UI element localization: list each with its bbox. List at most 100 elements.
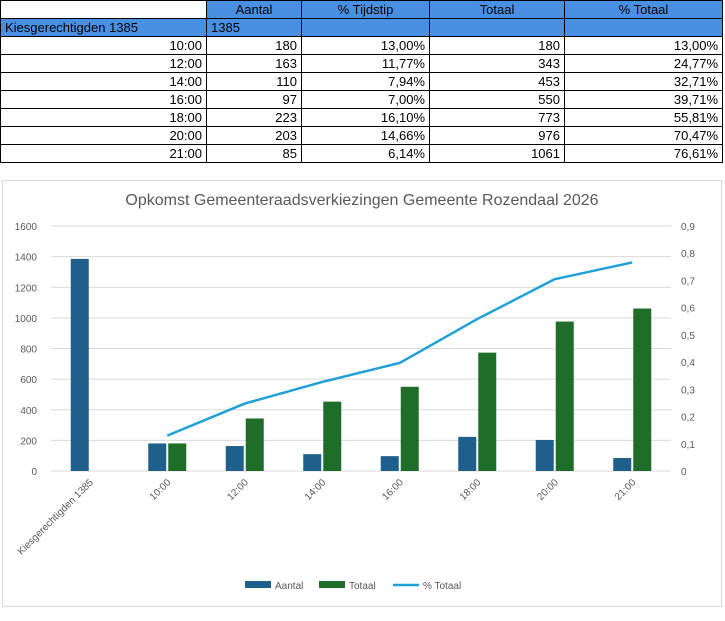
x-tick-label: Kiesgerechtigden 1385 [16,477,96,557]
table-row: 12:00 163 11,77% 343 24,77% [0,54,723,73]
aantal-cell: 223 [206,108,302,127]
header-aantal: Aantal [206,0,302,19]
kiesgerechtigden-value: 1385 [206,18,302,37]
bar-totaal [245,418,264,471]
pct-totaal-cell: 39,71% [564,90,723,109]
header-pct-totaal: % Totaal [564,0,723,19]
y-tick-label: 400 [20,406,37,417]
header-row: Aantal % Tijdstip Totaal % Totaal [0,0,723,19]
aantal-cell: 163 [206,54,302,73]
totaal-cell: 773 [429,108,565,127]
aantal-cell: 203 [206,126,302,145]
pct-totaal-cell: 76,61% [564,144,723,163]
legend-swatch [245,581,271,588]
table-row: 21:00 85 6,14% 1061 76,61% [0,144,723,163]
aantal-cell: 110 [206,72,302,91]
table-row: 16:00 97 7,00% 550 39,71% [0,90,723,109]
header-pct-tijdstip: % Tijdstip [301,0,430,19]
x-tick-label: 12:00 [225,477,251,503]
y-tick-label: 1000 [15,314,38,325]
pct-tijdstip-cell: 11,77% [301,54,430,73]
legend-label: % Totaal [423,581,461,592]
legend-label: Totaal [349,581,376,592]
x-tick-label: 21:00 [613,477,639,503]
time-cell: 10:00 [0,36,207,55]
time-cell: 20:00 [0,126,207,145]
bar-totaal [400,386,419,471]
pct-totaal-cell: 13,00% [564,36,723,55]
pct-tijdstip-cell: 7,94% [301,72,430,91]
totaal-cell: 550 [429,90,565,109]
time-cell: 12:00 [0,54,207,73]
y-tick-label: 1400 [15,253,38,264]
aantal-cell: 85 [206,144,302,163]
bar-aantal [70,258,89,471]
table-row: 18:00 223 16,10% 773 55,81% [0,108,723,127]
pct-tijdstip-cell: 16,10% [301,108,430,127]
y-tick-label: 600 [20,375,37,386]
totaal-cell: 343 [429,54,565,73]
y2-tick-label: 0,4 [681,358,695,369]
x-tick-label: 20:00 [535,477,561,503]
kies-empty-cell [429,18,565,37]
bar-aantal [380,456,399,471]
y2-tick-label: 0 [681,467,687,478]
y2-tick-label: 0,3 [681,385,695,396]
bar-totaal [555,321,574,471]
y-tick-label: 1600 [15,222,38,233]
aantal-cell: 180 [206,36,302,55]
turnout-table: Aantal % Tijdstip Totaal % Totaal Kiesge… [0,0,723,163]
bar-aantal [148,443,167,471]
bar-totaal [478,352,497,471]
totaal-cell: 180 [429,36,565,55]
turnout-chart: Opkomst Gemeenteraadsverkiezingen Gemeen… [15,192,696,592]
x-tick-label: 18:00 [458,477,484,503]
totaal-cell: 976 [429,126,565,145]
totaal-cell: 1061 [429,144,565,163]
table-row: 20:00 203 14,66% 976 70,47% [0,126,723,145]
pct-totaal-cell: 70,47% [564,126,723,145]
table-row: 14:00 110 7,94% 453 32,71% [0,72,723,91]
header-blank-cell [0,0,207,19]
time-cell: 16:00 [0,90,207,109]
y2-tick-label: 0,7 [681,276,695,287]
time-cell: 14:00 [0,72,207,91]
y2-tick-label: 0,6 [681,304,695,315]
kies-empty-cell [564,18,723,37]
x-tick-label: 14:00 [303,477,329,503]
header-totaal: Totaal [429,0,565,19]
bar-totaal [168,443,187,471]
y2-tick-label: 0,2 [681,413,695,424]
x-tick-label: 10:00 [148,477,174,503]
bar-aantal [225,446,244,471]
kiesgerechtigden-row: Kiesgerechtigden 1385 1385 [0,18,723,37]
y-tick-label: 0 [31,467,37,478]
bar-aantal [303,454,322,471]
table-row: 10:00 180 13,00% 180 13,00% [0,36,723,55]
y2-tick-label: 0,5 [681,331,695,342]
y-tick-label: 1200 [15,283,38,294]
bar-aantal [458,436,477,471]
line-pct-totaal [166,261,633,437]
bar-totaal [633,308,652,471]
pct-tijdstip-cell: 6,14% [301,144,430,163]
y2-tick-label: 0,9 [681,222,695,233]
y2-tick-label: 0,8 [681,249,695,260]
chart-title: Opkomst Gemeenteraadsverkiezingen Gemeen… [125,192,598,209]
chart-frame: Opkomst Gemeenteraadsverkiezingen Gemeen… [2,180,722,607]
x-tick-label: 16:00 [380,477,406,503]
pct-tijdstip-cell: 7,00% [301,90,430,109]
bar-aantal [613,457,632,471]
legend-label: Aantal [275,581,303,592]
pct-totaal-cell: 55,81% [564,108,723,127]
totaal-cell: 453 [429,72,565,91]
y-tick-label: 200 [20,436,37,447]
y-tick-label: 800 [20,345,37,356]
legend-swatch [319,581,345,588]
pct-totaal-cell: 32,71% [564,72,723,91]
time-cell: 21:00 [0,144,207,163]
bar-totaal [323,401,342,471]
pct-tijdstip-cell: 14,66% [301,126,430,145]
bar-aantal [535,439,554,471]
pct-totaal-cell: 24,77% [564,54,723,73]
